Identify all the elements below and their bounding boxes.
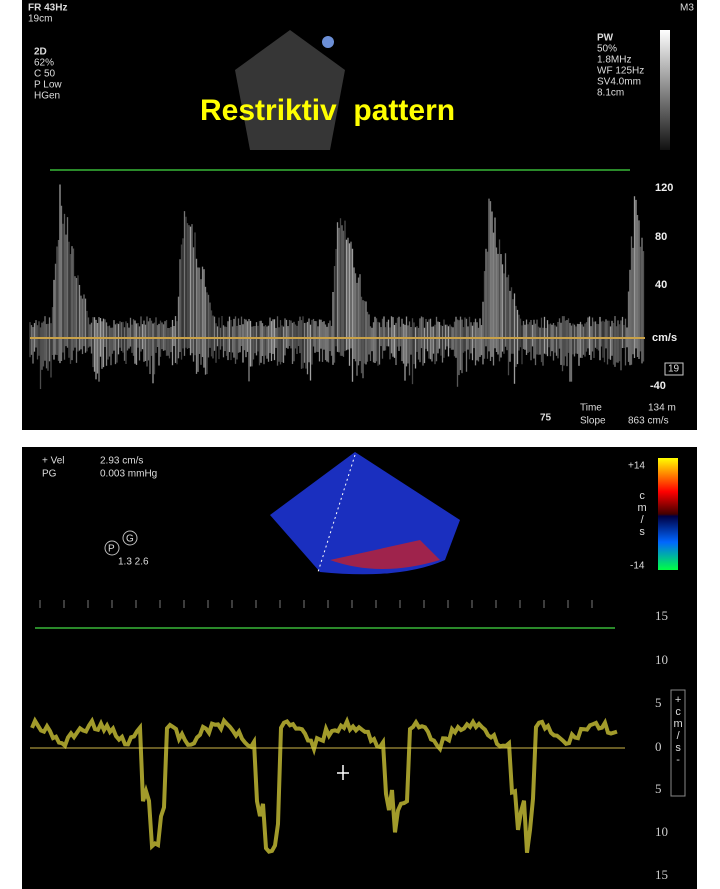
label: HGen [34,91,60,102]
label: 50% [597,44,617,55]
label: SV4.0mm [597,77,641,88]
label: 19 [668,364,680,375]
label: 2.93 cm/s [100,456,143,467]
time-ticks [39,600,593,608]
marker-box [664,362,684,376]
doppler-spectrum [29,184,645,390]
scale-label: 15 [655,608,668,623]
scale-label: 15 [655,867,668,882]
label: C 50 [34,69,56,80]
trace [30,716,618,854]
label: 8.1cm [597,88,624,99]
cursor-line [317,454,356,573]
label: 19cm [28,14,52,25]
label: Slope [580,416,606,427]
scale-label: 5 [655,781,662,796]
scale-label: -40 [650,380,666,392]
top-panel [22,0,697,430]
label: 2D [34,47,47,58]
scale-label: cm/s [652,332,677,344]
scale-label: 5 [655,695,662,710]
label: 1.3 2.6 [118,557,149,568]
label: P [108,544,115,555]
scale-label: 10 [655,652,668,667]
scale-label: 80 [655,231,667,243]
label: 62% [34,58,54,69]
label: PG [42,469,57,480]
label: +14 [628,461,645,472]
label: cm/s [636,490,648,538]
icon [322,36,334,48]
label: + Vel [42,456,65,467]
label: 863 cm/s [628,416,669,427]
label: 0.003 mmHg [100,469,157,480]
icon [104,540,120,556]
label: Time [580,403,602,414]
color-sector [330,540,440,569]
doppler-trace [30,716,618,854]
label: 1.8MHz [597,55,631,66]
label: G [126,534,134,545]
label: 75 [540,413,552,424]
label: -14 [630,561,645,572]
label: PW [597,33,614,44]
label: P Low [34,80,62,91]
icon [122,530,138,546]
unit-label: +cm/s- [672,694,684,766]
label: WF 125Hz [597,66,644,77]
scale-label: 120 [655,182,673,194]
scale-label: 0 [655,739,662,754]
color-bar [658,458,678,570]
sector-image [235,30,345,150]
scale-label: 10 [655,824,668,839]
label: M3 [680,3,694,14]
scale-label: 40 [655,279,667,291]
title: Restriktiv pattern [200,94,455,127]
gray-bar [660,30,670,150]
label: 134 m [648,403,676,414]
unit-box [670,689,686,797]
label: FR 43Hz [28,3,67,14]
